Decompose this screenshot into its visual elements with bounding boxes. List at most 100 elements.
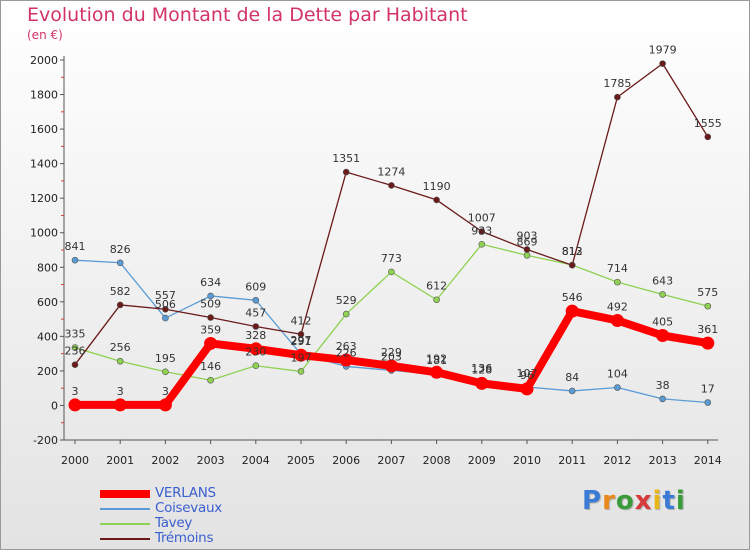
data-label: 546 <box>562 291 583 304</box>
data-point <box>614 278 621 286</box>
data-point <box>565 304 579 318</box>
data-point <box>520 382 534 396</box>
data-point <box>475 376 489 390</box>
data-point <box>478 241 486 248</box>
data-label: 841 <box>65 240 86 253</box>
y-tick-label: 1400 <box>30 158 58 171</box>
data-point <box>614 93 621 101</box>
data-label: 229 <box>381 346 402 359</box>
data-label: 714 <box>607 262 628 275</box>
data-label: 1555 <box>694 117 722 130</box>
data-label: 203 <box>381 350 402 363</box>
data-label: 582 <box>110 285 131 298</box>
data-point <box>384 359 398 373</box>
x-tick-label: 2014 <box>694 454 722 467</box>
x-tick-label: 2002 <box>151 454 179 467</box>
data-label: 903 <box>517 229 538 242</box>
data-label: 509 <box>200 298 221 311</box>
data-point <box>71 361 79 368</box>
data-label: 361 <box>697 323 718 336</box>
data-point <box>68 398 82 412</box>
data-label: 3 <box>162 385 169 398</box>
data-label: 557 <box>155 289 176 302</box>
data-label: 128 <box>471 363 492 376</box>
data-point <box>252 362 260 370</box>
data-label: 256 <box>110 341 131 354</box>
x-tick-label: 2013 <box>649 454 677 467</box>
y-tick-label: 800 <box>37 261 58 274</box>
legend-label: Tavey <box>155 515 193 531</box>
data-label: 236 <box>65 345 86 358</box>
y-tick-label: 0 <box>51 399 58 412</box>
data-point <box>704 133 712 141</box>
data-label: 492 <box>607 300 628 313</box>
data-label: 297 <box>291 334 312 347</box>
data-point <box>659 60 666 67</box>
data-label: 1190 <box>423 180 451 193</box>
data-label: 291 <box>291 335 312 348</box>
data-label: 84 <box>565 371 579 384</box>
data-point <box>433 196 440 204</box>
data-label: 1007 <box>468 212 496 225</box>
data-point <box>162 305 169 313</box>
data-label: 1274 <box>377 165 405 178</box>
y-tick-label: 1000 <box>30 227 58 240</box>
legend-swatch <box>100 489 150 498</box>
data-point <box>71 344 79 351</box>
legend-label: Trémoins <box>155 530 214 546</box>
data-label: 826 <box>110 243 131 256</box>
data-point <box>162 314 169 322</box>
data-point <box>297 330 305 338</box>
data-label: 328 <box>245 329 266 342</box>
data-point <box>116 301 124 309</box>
x-tick-label: 2011 <box>558 454 586 467</box>
y-tick-label: 1600 <box>30 123 58 136</box>
data-point <box>701 336 715 350</box>
data-point <box>207 314 214 321</box>
data-point <box>430 365 444 379</box>
legend-swatch <box>100 522 150 525</box>
data-point <box>294 348 308 362</box>
data-point <box>659 395 666 403</box>
y-tick-label: 1200 <box>30 192 58 205</box>
data-label: 359 <box>200 323 221 336</box>
data-label: 3 <box>117 385 124 398</box>
data-point <box>297 368 305 375</box>
data-label: 38 <box>656 379 670 392</box>
y-tick-label: 1800 <box>30 89 58 102</box>
x-tick-label: 2001 <box>106 454 134 467</box>
y-tick-label: 600 <box>37 296 58 309</box>
x-tick-label: 2010 <box>513 454 541 467</box>
chart-subtitle: (en €) <box>27 28 63 42</box>
x-tick-label: 2003 <box>197 454 225 467</box>
legend-label: VERLANS <box>155 485 216 501</box>
data-label: 813 <box>562 245 583 258</box>
legend-swatch <box>100 537 150 540</box>
x-tick-label: 2000 <box>61 454 89 467</box>
y-tick-label: 200 <box>37 365 58 378</box>
x-tick-label: 2005 <box>287 454 315 467</box>
data-point <box>71 256 79 264</box>
data-point <box>523 252 531 259</box>
data-point <box>704 399 712 406</box>
data-label: 17 <box>701 383 715 396</box>
data-point <box>162 368 169 376</box>
data-label: 3 <box>72 385 79 398</box>
data-label: 146 <box>200 360 221 373</box>
data-point <box>656 329 670 342</box>
data-point <box>113 398 127 412</box>
data-label: 457 <box>245 307 266 320</box>
data-label: 1979 <box>649 44 677 57</box>
data-label: 263 <box>336 340 357 353</box>
data-label: 1351 <box>332 152 360 165</box>
data-point <box>614 384 621 391</box>
data-point <box>116 259 124 267</box>
data-point <box>158 398 172 412</box>
data-point <box>116 357 124 365</box>
data-point <box>610 313 624 327</box>
data-point <box>252 323 260 330</box>
data-point <box>478 228 486 235</box>
data-point <box>388 182 395 189</box>
data-point <box>342 168 350 176</box>
data-label: 506 <box>155 298 176 311</box>
